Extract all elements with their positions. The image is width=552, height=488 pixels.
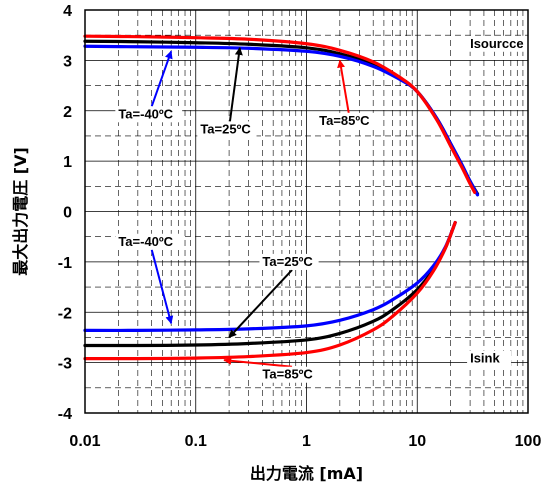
annotation-arrow (223, 356, 293, 368)
annotation-background (115, 106, 183, 123)
annotation-arrow (150, 249, 174, 325)
annotation-label: Isink (470, 351, 500, 366)
annotation-label: Ta=25ºC (200, 121, 251, 136)
y-tick-label: 2 (63, 104, 72, 121)
y-tick-label: -3 (58, 356, 72, 373)
annotation-background (467, 350, 512, 367)
annotation-label: Isourcce (470, 36, 523, 51)
x-tick-label: 0.01 (69, 433, 100, 450)
y-tick-label: -4 (58, 406, 72, 423)
annotation-label: Ta=25ºC (262, 254, 313, 269)
plot-frame (84, 9, 529, 414)
y-tick-label: 1 (63, 154, 72, 171)
annotation-background (467, 35, 534, 52)
annotation-arrow (150, 50, 173, 107)
annotation-background (115, 233, 183, 250)
x-tick-label: 10 (408, 433, 426, 450)
annotation-arrow (228, 269, 293, 339)
y-tick-label: 3 (63, 53, 72, 70)
y-axis-label: 最大出力電圧 [V] (11, 147, 30, 276)
annotation-background (259, 253, 319, 270)
y-tick-label: -2 (58, 305, 72, 322)
annotation-background (316, 112, 376, 129)
series-group (83, 34, 480, 361)
y-tick-label: 4 (63, 3, 72, 20)
annotation-background (259, 366, 319, 383)
x-tick-label: 0.1 (185, 433, 207, 450)
series-line-sink (83, 220, 457, 361)
annotation-background (197, 121, 257, 138)
x-tick-label: 1 (302, 433, 311, 450)
annotation-arrow (337, 59, 350, 114)
x-axis-label: 出力電流 [mA] (250, 464, 363, 483)
y-tick-label: 0 (63, 205, 72, 222)
x-tick-label: 100 (515, 433, 542, 450)
series-line-source (83, 34, 477, 194)
series-line-sink (83, 220, 457, 333)
annotation-label: Ta=-40ºC (118, 106, 173, 121)
annotation-arrow (228, 46, 243, 122)
annotation-label: Ta=85ºC (319, 113, 370, 128)
annotation-label: Ta=-40ºC (118, 234, 173, 249)
annotation-group: Isourcce Isink Ta=-40ºC Ta=25ºC Ta=85ºC Ta=-4… (115, 35, 534, 383)
y-tick-label: -1 (58, 255, 72, 272)
annotation-label: Ta=85ºC (262, 367, 313, 382)
